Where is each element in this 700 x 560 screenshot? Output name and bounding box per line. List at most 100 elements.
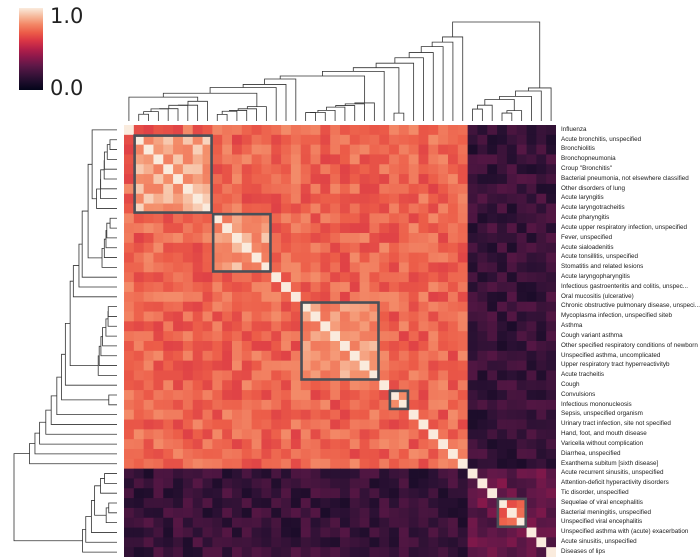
heatmap-cell <box>497 242 508 254</box>
heatmap-cell <box>398 449 410 460</box>
heatmap-cell <box>310 164 321 175</box>
heatmap-cell <box>124 449 135 460</box>
heatmap-cell <box>232 331 243 342</box>
heatmap-cell <box>251 341 262 352</box>
heatmap-cell <box>536 547 547 557</box>
dendrogram-link <box>102 327 117 347</box>
heatmap-cell <box>133 223 145 234</box>
heatmap-cell <box>448 390 459 401</box>
heatmap-cell <box>310 174 321 185</box>
heatmap-cell <box>438 154 449 165</box>
heatmap-cell <box>212 527 223 538</box>
heatmap-cell <box>487 262 498 273</box>
heatmap-cell <box>173 262 184 273</box>
heatmap-cell <box>143 272 154 283</box>
heatmap-cell <box>546 409 556 420</box>
heatmap-cell <box>477 125 488 136</box>
heatmap-cell <box>408 547 419 557</box>
heatmap-cell <box>477 321 488 332</box>
heatmap-cell <box>497 213 508 224</box>
heatmap-cell <box>418 233 429 244</box>
heatmap-cell <box>408 291 419 303</box>
heatmap-cell <box>212 449 223 460</box>
row-label: Acute laryngotracheitis <box>561 204 625 212</box>
heatmap-cell <box>467 458 478 470</box>
heatmap-cell <box>497 370 508 381</box>
heatmap-cell <box>261 527 272 538</box>
heatmap-cell <box>467 468 478 479</box>
heatmap-cell <box>438 429 449 440</box>
heatmap-cell <box>467 380 478 391</box>
heatmap-cell <box>202 233 213 244</box>
heatmap-cell <box>153 144 164 155</box>
heatmap-cell <box>438 144 449 155</box>
heatmap-cell <box>487 242 498 254</box>
heatmap-cell <box>487 537 498 548</box>
heatmap-cell <box>320 193 331 204</box>
heatmap-cell <box>418 419 429 430</box>
heatmap-cell <box>389 360 400 371</box>
heatmap-cell <box>192 144 203 155</box>
heatmap-cell <box>408 498 419 509</box>
dendrogram-link <box>106 144 117 160</box>
heatmap-cell <box>163 193 174 204</box>
heatmap-cell <box>153 380 164 391</box>
heatmap-cell <box>477 468 488 479</box>
heatmap-cell <box>340 370 351 381</box>
heatmap-cell <box>173 468 184 479</box>
heatmap-cell <box>241 458 253 470</box>
heatmap-cell <box>143 174 154 185</box>
heatmap-cell <box>536 507 547 519</box>
heatmap-cell <box>124 134 135 146</box>
heatmap-cell <box>281 144 292 155</box>
cluster-box <box>388 389 410 411</box>
heatmap-cell <box>349 291 361 303</box>
heatmap-cell <box>546 488 556 499</box>
heatmap-cell <box>222 252 233 263</box>
heatmap-cell <box>457 419 469 430</box>
heatmap-cell <box>232 390 243 401</box>
heatmap-cell <box>222 390 233 401</box>
heatmap-cell <box>408 527 419 538</box>
heatmap-cell <box>300 331 311 342</box>
dendrogram-link <box>317 109 336 121</box>
heatmap-cell <box>261 331 272 342</box>
heatmap-cell <box>438 478 449 489</box>
heatmap-cell <box>369 311 380 322</box>
heatmap-cell <box>182 125 194 136</box>
heatmap-cell <box>330 429 341 440</box>
heatmap-cell <box>241 390 253 401</box>
heatmap-cell <box>232 341 243 352</box>
heatmap-cell <box>516 419 527 430</box>
heatmap-cell <box>290 439 302 450</box>
heatmap-cell <box>173 537 184 548</box>
row-label: Acute upper respiratory infection, unspe… <box>561 223 688 231</box>
heatmap-cell <box>192 252 203 263</box>
heatmap-cell <box>202 282 213 293</box>
heatmap-cell <box>202 125 213 136</box>
heatmap-cell <box>398 507 410 519</box>
heatmap-cell <box>516 399 527 411</box>
heatmap-cell <box>133 272 145 283</box>
heatmap-cell <box>349 390 361 401</box>
heatmap-cell <box>261 291 272 303</box>
heatmap-cell <box>281 203 292 214</box>
heatmap-cell <box>241 193 253 204</box>
heatmap-cell <box>320 331 331 342</box>
heatmap-cell <box>320 507 331 519</box>
dendrogram-link <box>177 104 199 121</box>
heatmap-cell <box>506 144 518 155</box>
row-label: Asthma <box>561 322 583 330</box>
heatmap-cell <box>349 331 361 342</box>
heatmap-cell <box>281 154 292 165</box>
heatmap-cell <box>349 282 361 293</box>
heatmap-cell <box>398 439 410 450</box>
heatmap-cell <box>379 488 390 499</box>
heatmap-cell <box>428 311 439 322</box>
heatmap-cell <box>290 419 302 430</box>
heatmap-cell <box>153 272 164 283</box>
heatmap-cell <box>438 311 449 322</box>
heatmap-cell <box>261 144 272 155</box>
heatmap-cell <box>173 203 184 214</box>
heatmap-cell <box>359 164 370 175</box>
